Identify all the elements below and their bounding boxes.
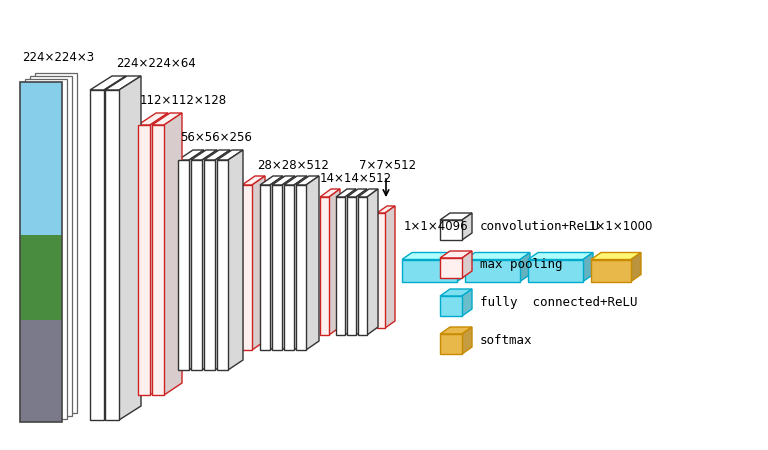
Polygon shape — [377, 206, 395, 213]
Polygon shape — [260, 176, 283, 185]
Polygon shape — [296, 185, 306, 350]
Polygon shape — [294, 176, 307, 350]
Polygon shape — [202, 150, 217, 370]
Polygon shape — [228, 150, 243, 370]
Polygon shape — [272, 176, 295, 185]
Polygon shape — [105, 90, 119, 420]
Polygon shape — [367, 189, 378, 335]
Polygon shape — [217, 150, 243, 160]
Polygon shape — [583, 252, 593, 282]
Polygon shape — [520, 252, 530, 282]
Polygon shape — [20, 320, 62, 422]
Polygon shape — [191, 150, 217, 160]
Polygon shape — [272, 185, 282, 350]
Polygon shape — [152, 113, 182, 125]
Polygon shape — [457, 252, 467, 282]
Polygon shape — [204, 150, 230, 160]
Polygon shape — [90, 76, 126, 90]
Text: 28×28×512: 28×28×512 — [257, 159, 329, 172]
Text: 1×1×1000: 1×1×1000 — [589, 220, 654, 233]
Polygon shape — [440, 220, 462, 240]
Polygon shape — [282, 176, 295, 350]
Polygon shape — [164, 113, 182, 395]
Polygon shape — [358, 197, 367, 335]
Polygon shape — [358, 189, 378, 197]
Polygon shape — [20, 235, 62, 320]
Polygon shape — [242, 176, 265, 185]
Polygon shape — [90, 90, 104, 420]
Polygon shape — [465, 260, 520, 282]
Polygon shape — [440, 334, 462, 354]
Polygon shape — [631, 252, 641, 282]
Polygon shape — [528, 260, 583, 282]
Polygon shape — [152, 125, 164, 395]
Polygon shape — [296, 176, 319, 185]
Polygon shape — [105, 76, 141, 90]
Text: convolution+ReLU: convolution+ReLU — [480, 220, 600, 233]
Polygon shape — [320, 189, 340, 197]
Polygon shape — [440, 296, 462, 316]
Polygon shape — [462, 289, 472, 316]
Polygon shape — [320, 197, 329, 335]
Polygon shape — [385, 206, 395, 328]
Polygon shape — [284, 185, 294, 350]
Polygon shape — [217, 160, 228, 370]
Polygon shape — [150, 113, 168, 395]
Polygon shape — [528, 252, 593, 260]
Polygon shape — [402, 252, 467, 260]
Polygon shape — [440, 258, 462, 278]
Polygon shape — [204, 160, 215, 370]
Polygon shape — [191, 160, 202, 370]
Polygon shape — [138, 125, 150, 395]
Text: 224×224×64: 224×224×64 — [116, 57, 196, 70]
Polygon shape — [20, 82, 62, 235]
Text: 14×14×512: 14×14×512 — [320, 172, 392, 185]
Polygon shape — [35, 73, 77, 413]
Polygon shape — [329, 189, 340, 335]
Polygon shape — [189, 150, 204, 370]
Polygon shape — [465, 252, 530, 260]
Polygon shape — [440, 289, 472, 296]
Text: 1×1×4096: 1×1×4096 — [404, 220, 468, 233]
Polygon shape — [345, 189, 356, 335]
Polygon shape — [440, 213, 472, 220]
Text: 112×112×128: 112×112×128 — [140, 94, 227, 107]
Polygon shape — [306, 176, 319, 350]
Polygon shape — [591, 260, 631, 282]
Polygon shape — [377, 213, 385, 328]
Polygon shape — [440, 251, 472, 258]
Text: 224×224×3: 224×224×3 — [22, 51, 94, 64]
Polygon shape — [242, 185, 252, 350]
Polygon shape — [356, 189, 367, 335]
Polygon shape — [260, 185, 270, 350]
Polygon shape — [336, 197, 345, 335]
Text: softmax: softmax — [480, 334, 532, 347]
Polygon shape — [284, 176, 307, 185]
Polygon shape — [178, 150, 204, 160]
Polygon shape — [591, 252, 641, 260]
Text: 56×56×256: 56×56×256 — [180, 131, 252, 144]
Polygon shape — [347, 197, 356, 335]
Polygon shape — [462, 213, 472, 240]
Text: 7×7×512: 7×7×512 — [359, 159, 416, 172]
Text: max pooling: max pooling — [480, 258, 562, 271]
Polygon shape — [30, 76, 72, 416]
Polygon shape — [104, 76, 126, 420]
Polygon shape — [347, 189, 367, 197]
Polygon shape — [402, 260, 457, 282]
Polygon shape — [138, 113, 168, 125]
Polygon shape — [462, 251, 472, 278]
Polygon shape — [462, 327, 472, 354]
Text: fully  connected+ReLU: fully connected+ReLU — [480, 296, 637, 309]
Polygon shape — [215, 150, 230, 370]
Polygon shape — [178, 160, 189, 370]
Polygon shape — [252, 176, 265, 350]
Polygon shape — [336, 189, 356, 197]
Polygon shape — [119, 76, 141, 420]
Polygon shape — [25, 79, 67, 419]
Polygon shape — [440, 327, 472, 334]
Polygon shape — [270, 176, 283, 350]
